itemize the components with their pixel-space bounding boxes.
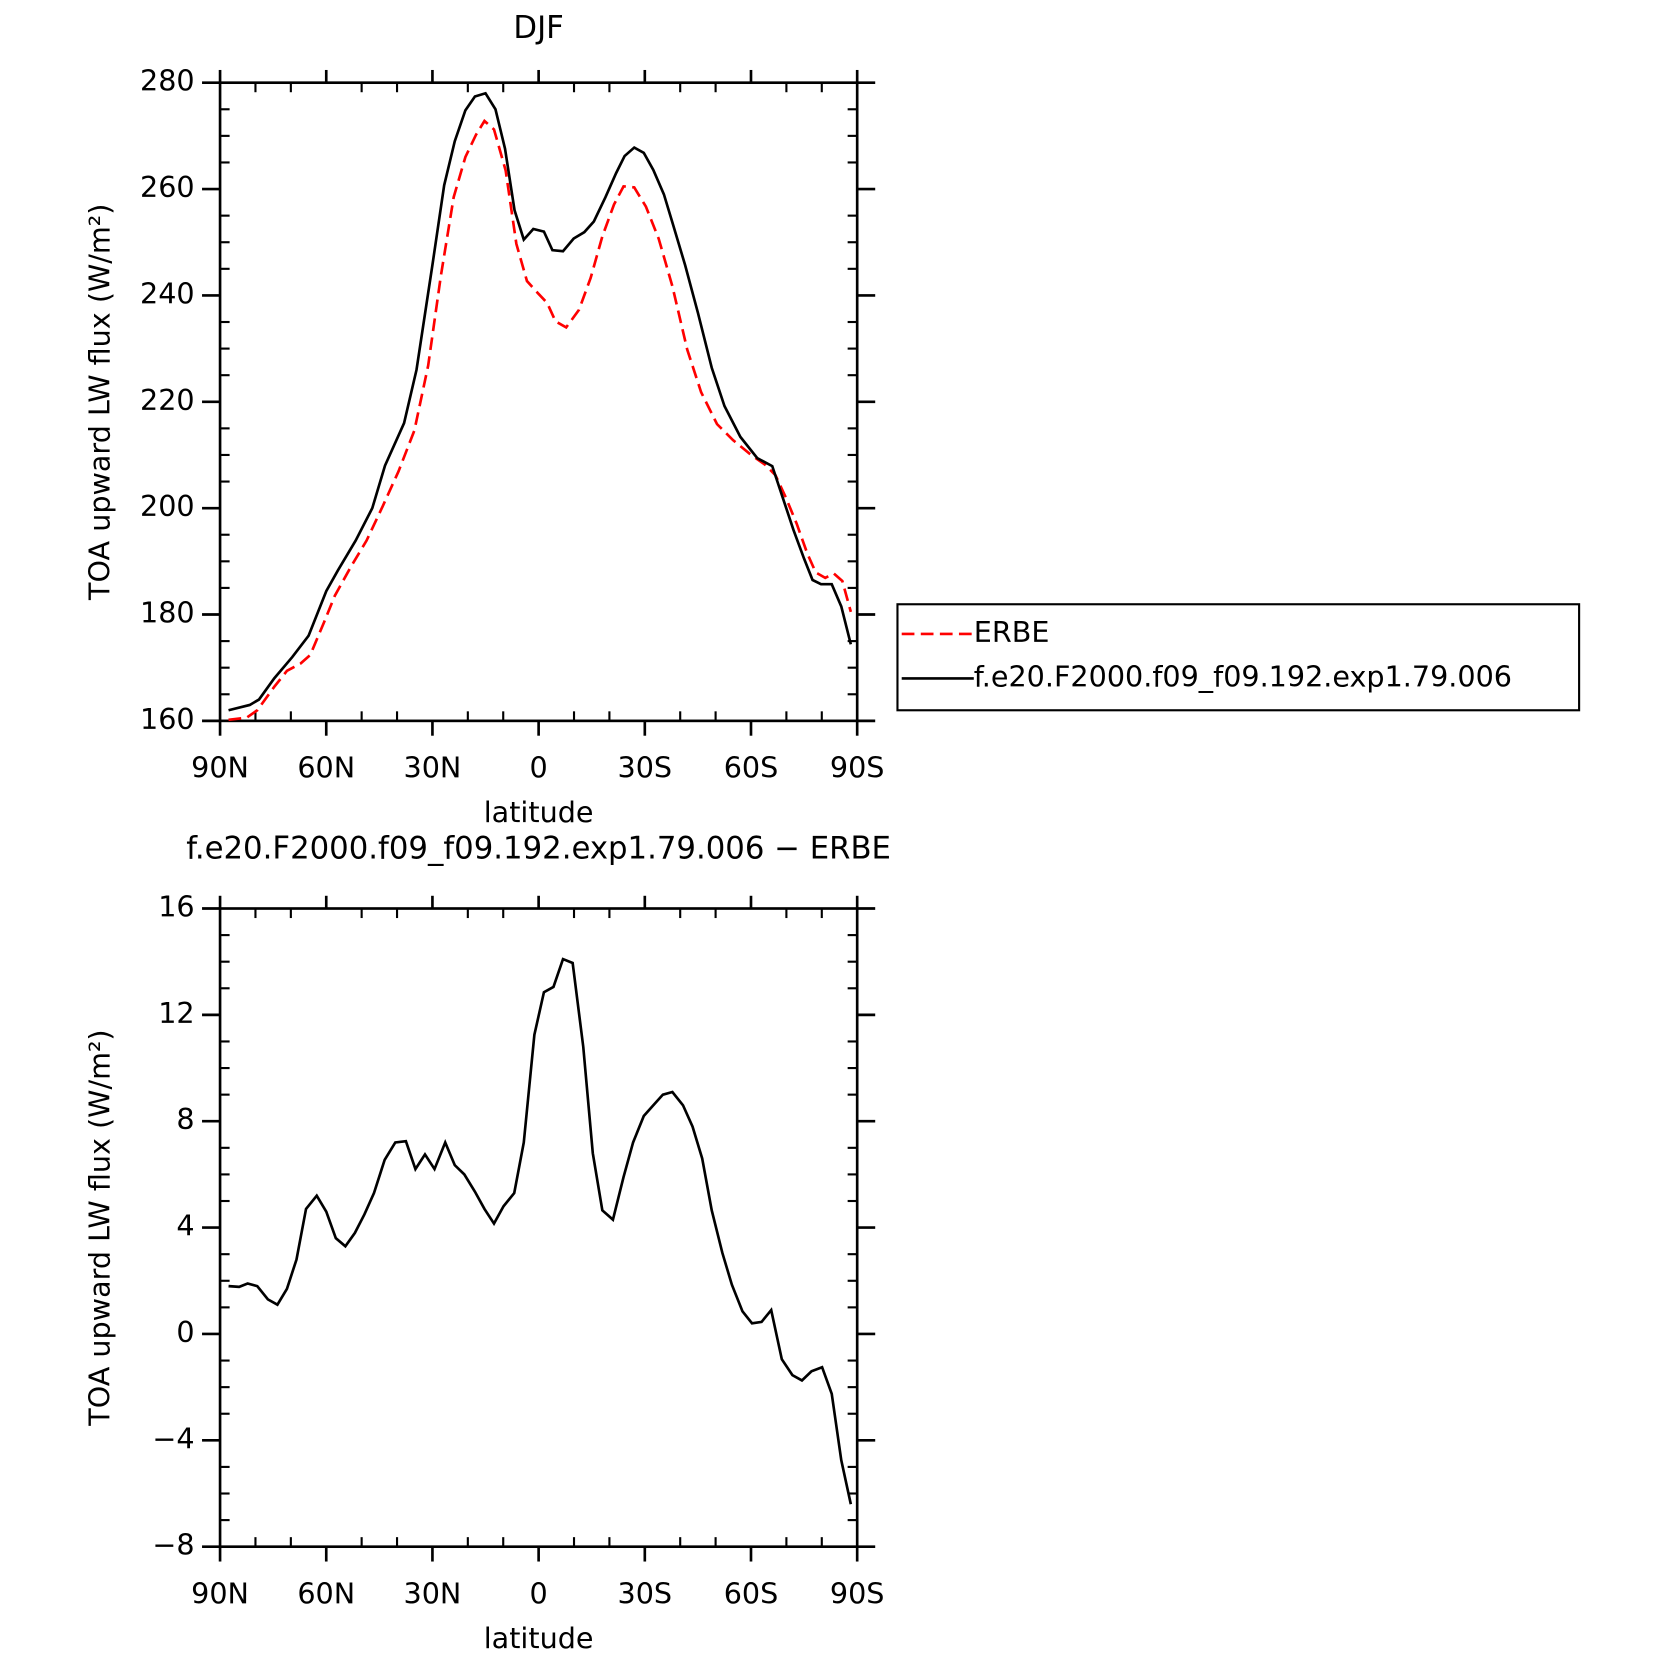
x-tick-label: 60N [297,751,355,785]
data-line [228,957,853,1505]
y-tick-label: 220 [140,383,195,417]
y-axis-label: TOA upward LW flux (W/m²) [82,204,116,601]
x-tick-label: 30S [618,751,673,785]
x-tick-label: 60N [297,1576,355,1610]
x-tick-label: 0 [530,1576,548,1610]
y-tick-label: −4 [152,1421,194,1455]
y-tick-label: 12 [158,996,194,1030]
y-tick-label: −8 [152,1528,194,1562]
x-tick-label: 90N [191,1576,249,1610]
x-tick-label: 0 [530,751,548,785]
legend-label: ERBE [974,615,1050,649]
y-tick-label: 260 [140,170,195,204]
y-tick-label: 240 [140,276,195,310]
legend-label: f.e20.F2000.f09_f09.192.exp1.79.006 [974,659,1512,693]
chart-title: DJF [513,10,563,46]
plot-frame [218,907,859,1549]
y-tick-label: 280 [140,64,195,98]
legend-box [896,603,1581,712]
data-line [228,91,853,712]
x-axis-label: latitude [484,795,594,829]
y-tick-label: 180 [140,596,195,630]
y-tick-label: 160 [140,702,195,736]
x-tick-label: 90S [830,1576,885,1610]
y-tick-label: 0 [176,1315,194,1349]
y-tick-label: 8 [176,1102,194,1136]
x-tick-label: 90N [191,751,249,785]
y-tick-label: 16 [158,890,194,924]
y-tick-label: 200 [140,489,195,523]
x-axis-label: latitude [484,1621,594,1655]
x-tick-label: 30S [618,1576,673,1610]
x-tick-label: 30N [404,751,462,785]
y-axis-label: TOA upward LW flux (W/m²) [82,1029,116,1426]
chart-title: f.e20.F2000.f09_f09.192.exp1.79.006 − ER… [186,831,891,867]
x-tick-label: 60S [724,751,779,785]
plot-frame [218,81,859,723]
y-tick-label: 4 [176,1209,194,1243]
x-tick-label: 90S [830,751,885,785]
x-tick-label: 60S [724,1576,779,1610]
data-line [228,118,853,722]
x-tick-label: 30N [404,1576,462,1610]
